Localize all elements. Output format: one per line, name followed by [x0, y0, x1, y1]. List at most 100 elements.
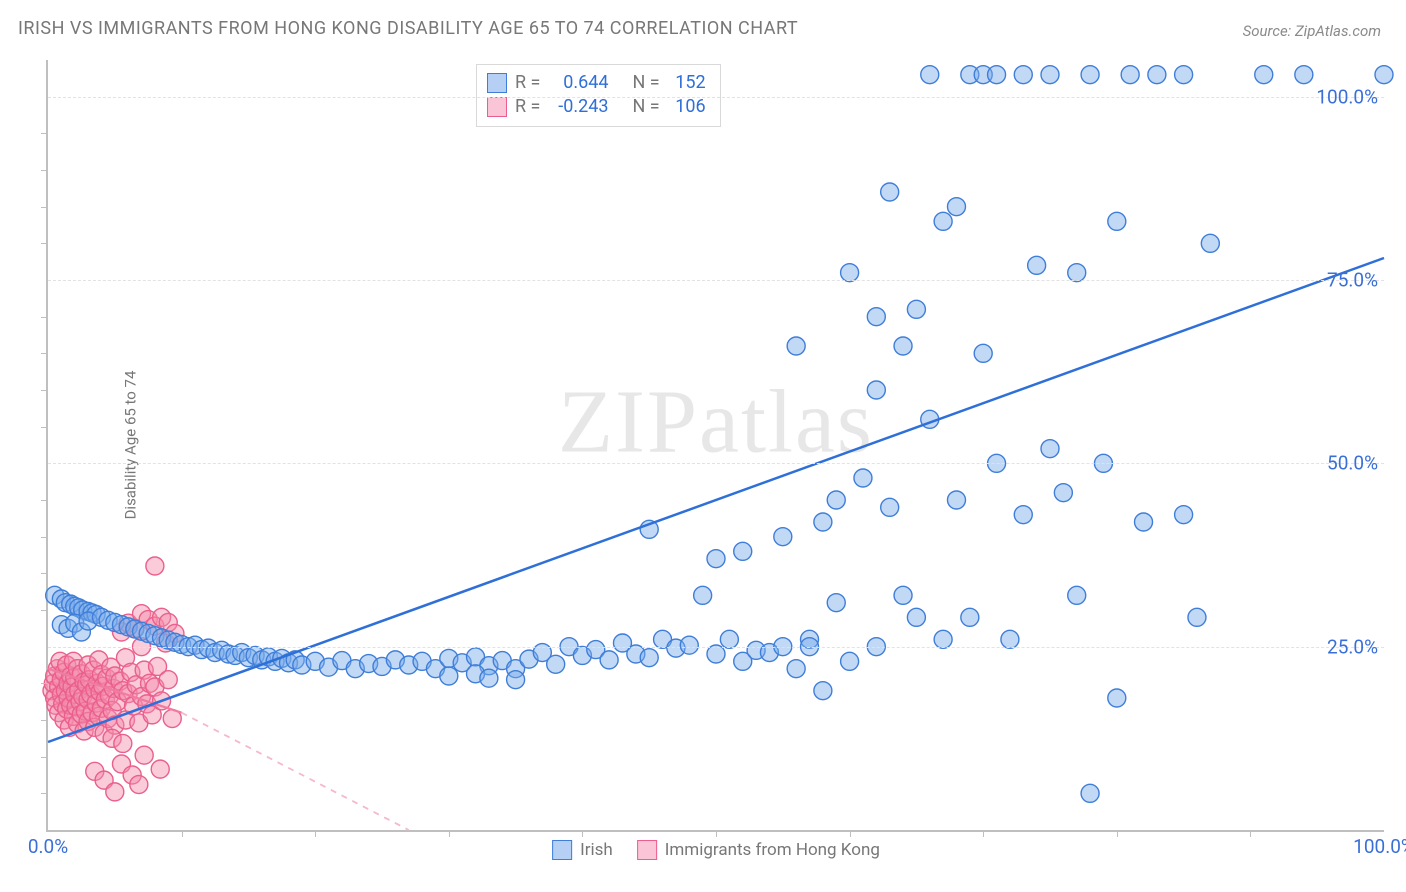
y-minor-tick: [41, 207, 48, 208]
r-value-hk: -0.243: [548, 95, 608, 119]
point-irish: [921, 66, 939, 84]
point-irish: [1068, 264, 1086, 282]
point-hk: [114, 734, 132, 752]
y-minor-tick: [41, 573, 48, 574]
n-label: N =: [632, 95, 659, 119]
x-minor-tick: [449, 830, 450, 837]
point-irish: [827, 491, 845, 509]
source-prefix: Source:: [1243, 22, 1295, 40]
x-minor-tick: [582, 830, 583, 837]
point-irish: [947, 491, 965, 509]
x-minor-tick: [850, 830, 851, 837]
point-irish: [600, 651, 618, 669]
point-irish: [1108, 212, 1126, 230]
point-irish: [841, 264, 859, 282]
x-minor-tick: [1117, 830, 1118, 837]
gridline: [48, 647, 1384, 648]
y-minor-tick: [41, 793, 48, 794]
point-irish: [787, 660, 805, 678]
legend-label-irish: Irish: [580, 840, 613, 860]
y-tick-label: 50.0%: [1327, 452, 1378, 475]
point-irish: [640, 649, 658, 667]
gridline: [48, 280, 1384, 281]
legend-item-hk: Immigrants from Hong Kong: [637, 840, 880, 860]
point-irish: [734, 542, 752, 560]
point-irish: [1375, 66, 1393, 84]
y-minor-tick: [41, 720, 48, 721]
point-irish: [1188, 608, 1206, 626]
x-minor-tick: [983, 830, 984, 837]
y-minor-tick: [41, 610, 48, 611]
y-tick-label: 100.0%: [1316, 85, 1378, 108]
point-irish: [694, 586, 712, 604]
point-irish: [1081, 66, 1099, 84]
n-value-hk: 106: [668, 95, 706, 119]
point-irish: [1041, 66, 1059, 84]
point-irish: [814, 513, 832, 531]
point-irish: [1135, 513, 1153, 531]
swatch-irish-icon: [552, 840, 572, 860]
point-irish: [827, 594, 845, 612]
point-irish: [1081, 784, 1099, 802]
point-irish: [907, 608, 925, 626]
y-minor-tick: [41, 353, 48, 354]
point-irish: [961, 608, 979, 626]
y-minor-tick: [41, 537, 48, 538]
x-minor-tick: [182, 830, 183, 837]
y-tick-label: 75.0%: [1327, 269, 1378, 292]
point-irish: [547, 655, 565, 673]
chart-title: IRISH VS IMMIGRANTS FROM HONG KONG DISAB…: [18, 18, 798, 39]
regression-line-irish: [48, 258, 1384, 742]
y-minor-tick: [41, 427, 48, 428]
y-minor-tick: [41, 317, 48, 318]
point-irish: [1041, 440, 1059, 458]
point-irish: [1148, 66, 1166, 84]
point-irish: [680, 636, 698, 654]
regression-line-hk-extrapolated: [182, 713, 409, 830]
r-label: R =: [515, 71, 540, 95]
point-irish: [1175, 66, 1193, 84]
point-irish: [1175, 506, 1193, 524]
x-minor-tick: [716, 830, 717, 837]
point-hk: [130, 776, 148, 794]
y-minor-tick: [41, 500, 48, 501]
n-label: N =: [632, 71, 659, 95]
point-irish: [934, 630, 952, 648]
n-value-irish: 152: [668, 71, 706, 95]
point-irish: [841, 652, 859, 670]
r-label: R =: [515, 95, 540, 119]
source-attribution: Source: ZipAtlas.com: [1243, 22, 1381, 40]
point-irish: [854, 469, 872, 487]
point-irish: [1108, 689, 1126, 707]
point-irish: [934, 212, 952, 230]
point-hk: [151, 760, 169, 778]
r-value-irish: 0.644: [548, 71, 608, 95]
point-hk: [146, 557, 164, 575]
point-hk: [135, 746, 153, 764]
stats-row-hk: R = -0.243 N = 106: [487, 95, 706, 119]
point-irish: [867, 308, 885, 326]
chart-svg: [48, 60, 1384, 830]
point-irish: [707, 645, 725, 663]
point-irish: [707, 550, 725, 568]
point-irish: [480, 669, 498, 687]
legend-label-hk: Immigrants from Hong Kong: [665, 840, 880, 860]
stats-row-irish: R = 0.644 N = 152: [487, 71, 706, 95]
point-irish: [881, 498, 899, 516]
category-legend: Irish Immigrants from Hong Kong: [552, 840, 880, 860]
swatch-irish-icon: [487, 73, 507, 93]
y-minor-tick: [41, 390, 48, 391]
y-minor-tick: [41, 133, 48, 134]
x-tick-label: 0.0%: [28, 835, 68, 858]
x-minor-tick: [315, 830, 316, 837]
stats-legend: R = 0.644 N = 152 R = -0.243 N = 106: [476, 64, 721, 127]
point-irish: [1001, 630, 1019, 648]
legend-item-irish: Irish: [552, 840, 613, 860]
point-irish: [1295, 66, 1313, 84]
point-irish: [787, 337, 805, 355]
point-hk: [159, 671, 177, 689]
point-irish: [894, 586, 912, 604]
point-irish: [1255, 66, 1273, 84]
point-irish: [1068, 586, 1086, 604]
point-irish: [1201, 234, 1219, 252]
